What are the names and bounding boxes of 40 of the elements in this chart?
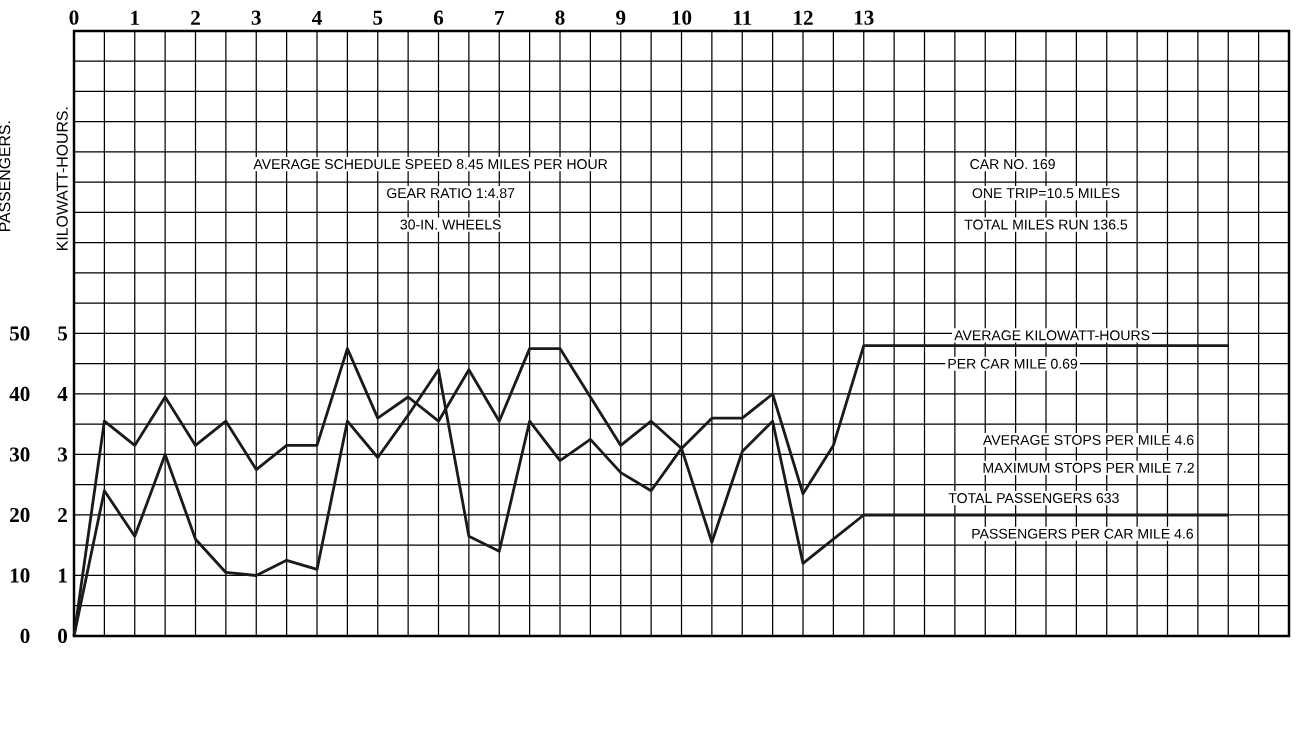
x-tick-label: 0: [69, 10, 79, 25]
x-tick-label: 10: [672, 10, 692, 25]
x-tick-label: 11: [733, 10, 752, 25]
x-tick-label: 12: [794, 10, 813, 25]
annotation: ONE TRIP=10.5 MILES: [972, 188, 1120, 199]
y-tick-label: 3: [58, 447, 68, 462]
x-tick-label: 7: [495, 10, 505, 25]
y-tick-label: 1: [58, 568, 67, 583]
x-tick-label: 3: [251, 10, 261, 25]
y-tick-label: 0: [58, 628, 67, 644]
annotation: AVERAGE SCHEDULE SPEED 8.45 MILES PER HOUR: [253, 159, 608, 170]
annotation: PER CAR MILE 0.69: [948, 358, 1078, 369]
y-tick-label: 5: [58, 326, 68, 341]
y2-tick-label: 10: [10, 568, 30, 583]
y-tick-label: 4: [57, 387, 68, 401]
annotation: PASSENGERS PER CAR MILE 4.6: [972, 528, 1194, 539]
x-tick-label: 9: [616, 10, 626, 25]
y2-tick-label: 40: [9, 386, 30, 402]
y2-tick-label: 0: [20, 628, 30, 644]
annotation: 30-IN. WHEELS: [400, 219, 501, 230]
x-tick-label: 5: [373, 10, 383, 25]
x-tick-label: 2: [191, 10, 200, 25]
annotation: MAXIMUM STOPS PER MILE 7.2: [983, 462, 1194, 473]
annotation: AVERAGE STOPS PER MILE 4.6: [982, 434, 1194, 445]
y2-tick-label: 50: [10, 326, 30, 341]
x-tick-label: 13: [854, 10, 874, 25]
annotation: AVERAGE KILOWATT-HOURS: [954, 330, 1150, 341]
y-axis-title: KILOWATT-HOURS.: [56, 107, 68, 250]
y2-tick-label: 30: [10, 447, 30, 462]
y-tick-label: 2: [58, 507, 67, 522]
annotation: CAR NO. 169: [970, 159, 1055, 170]
annotation: TOTAL MILES RUN 136.5: [964, 219, 1128, 230]
y2-axis-title: PASSENGERS.: [0, 121, 11, 231]
annotation: GEAR RATIO 1:4.87: [387, 188, 515, 199]
x-tick-label: 6: [433, 10, 444, 25]
x-tick-label: 1: [131, 10, 139, 25]
y2-tick-label: 20: [10, 507, 30, 523]
x-tick-label: 4: [312, 10, 322, 25]
annotation: TOTAL PASSENGERS 633: [948, 493, 1119, 504]
x-tick-label: 8: [555, 10, 565, 25]
